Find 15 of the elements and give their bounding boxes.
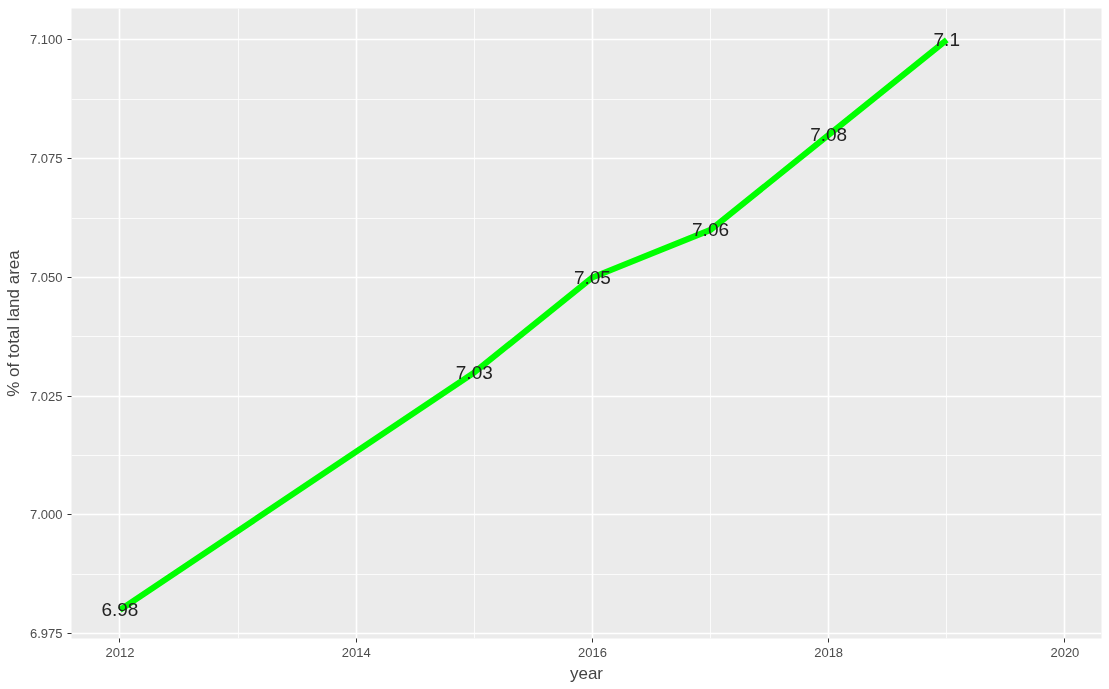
y-tick-label: 6.975 <box>29 626 63 642</box>
x-tick-label: 2018 <box>814 644 844 660</box>
y-tick-label: 7.050 <box>29 269 63 285</box>
data-label: 7.1 <box>933 29 960 51</box>
data-label: 6.98 <box>101 599 139 621</box>
y-axis-title: % of total land area <box>3 249 23 397</box>
x-axis-title: year <box>569 663 604 683</box>
y-tick-label: 7.075 <box>29 151 63 167</box>
x-tick-label: 2020 <box>1050 644 1080 660</box>
y-tick-label: 7.000 <box>29 507 63 523</box>
x-tick-label: 2014 <box>341 644 371 660</box>
y-tick-label: 7.025 <box>29 388 63 404</box>
x-tick-label: 2016 <box>577 644 607 660</box>
x-tick-label: 2012 <box>105 644 135 660</box>
y-tick-label: 7.100 <box>29 32 63 48</box>
